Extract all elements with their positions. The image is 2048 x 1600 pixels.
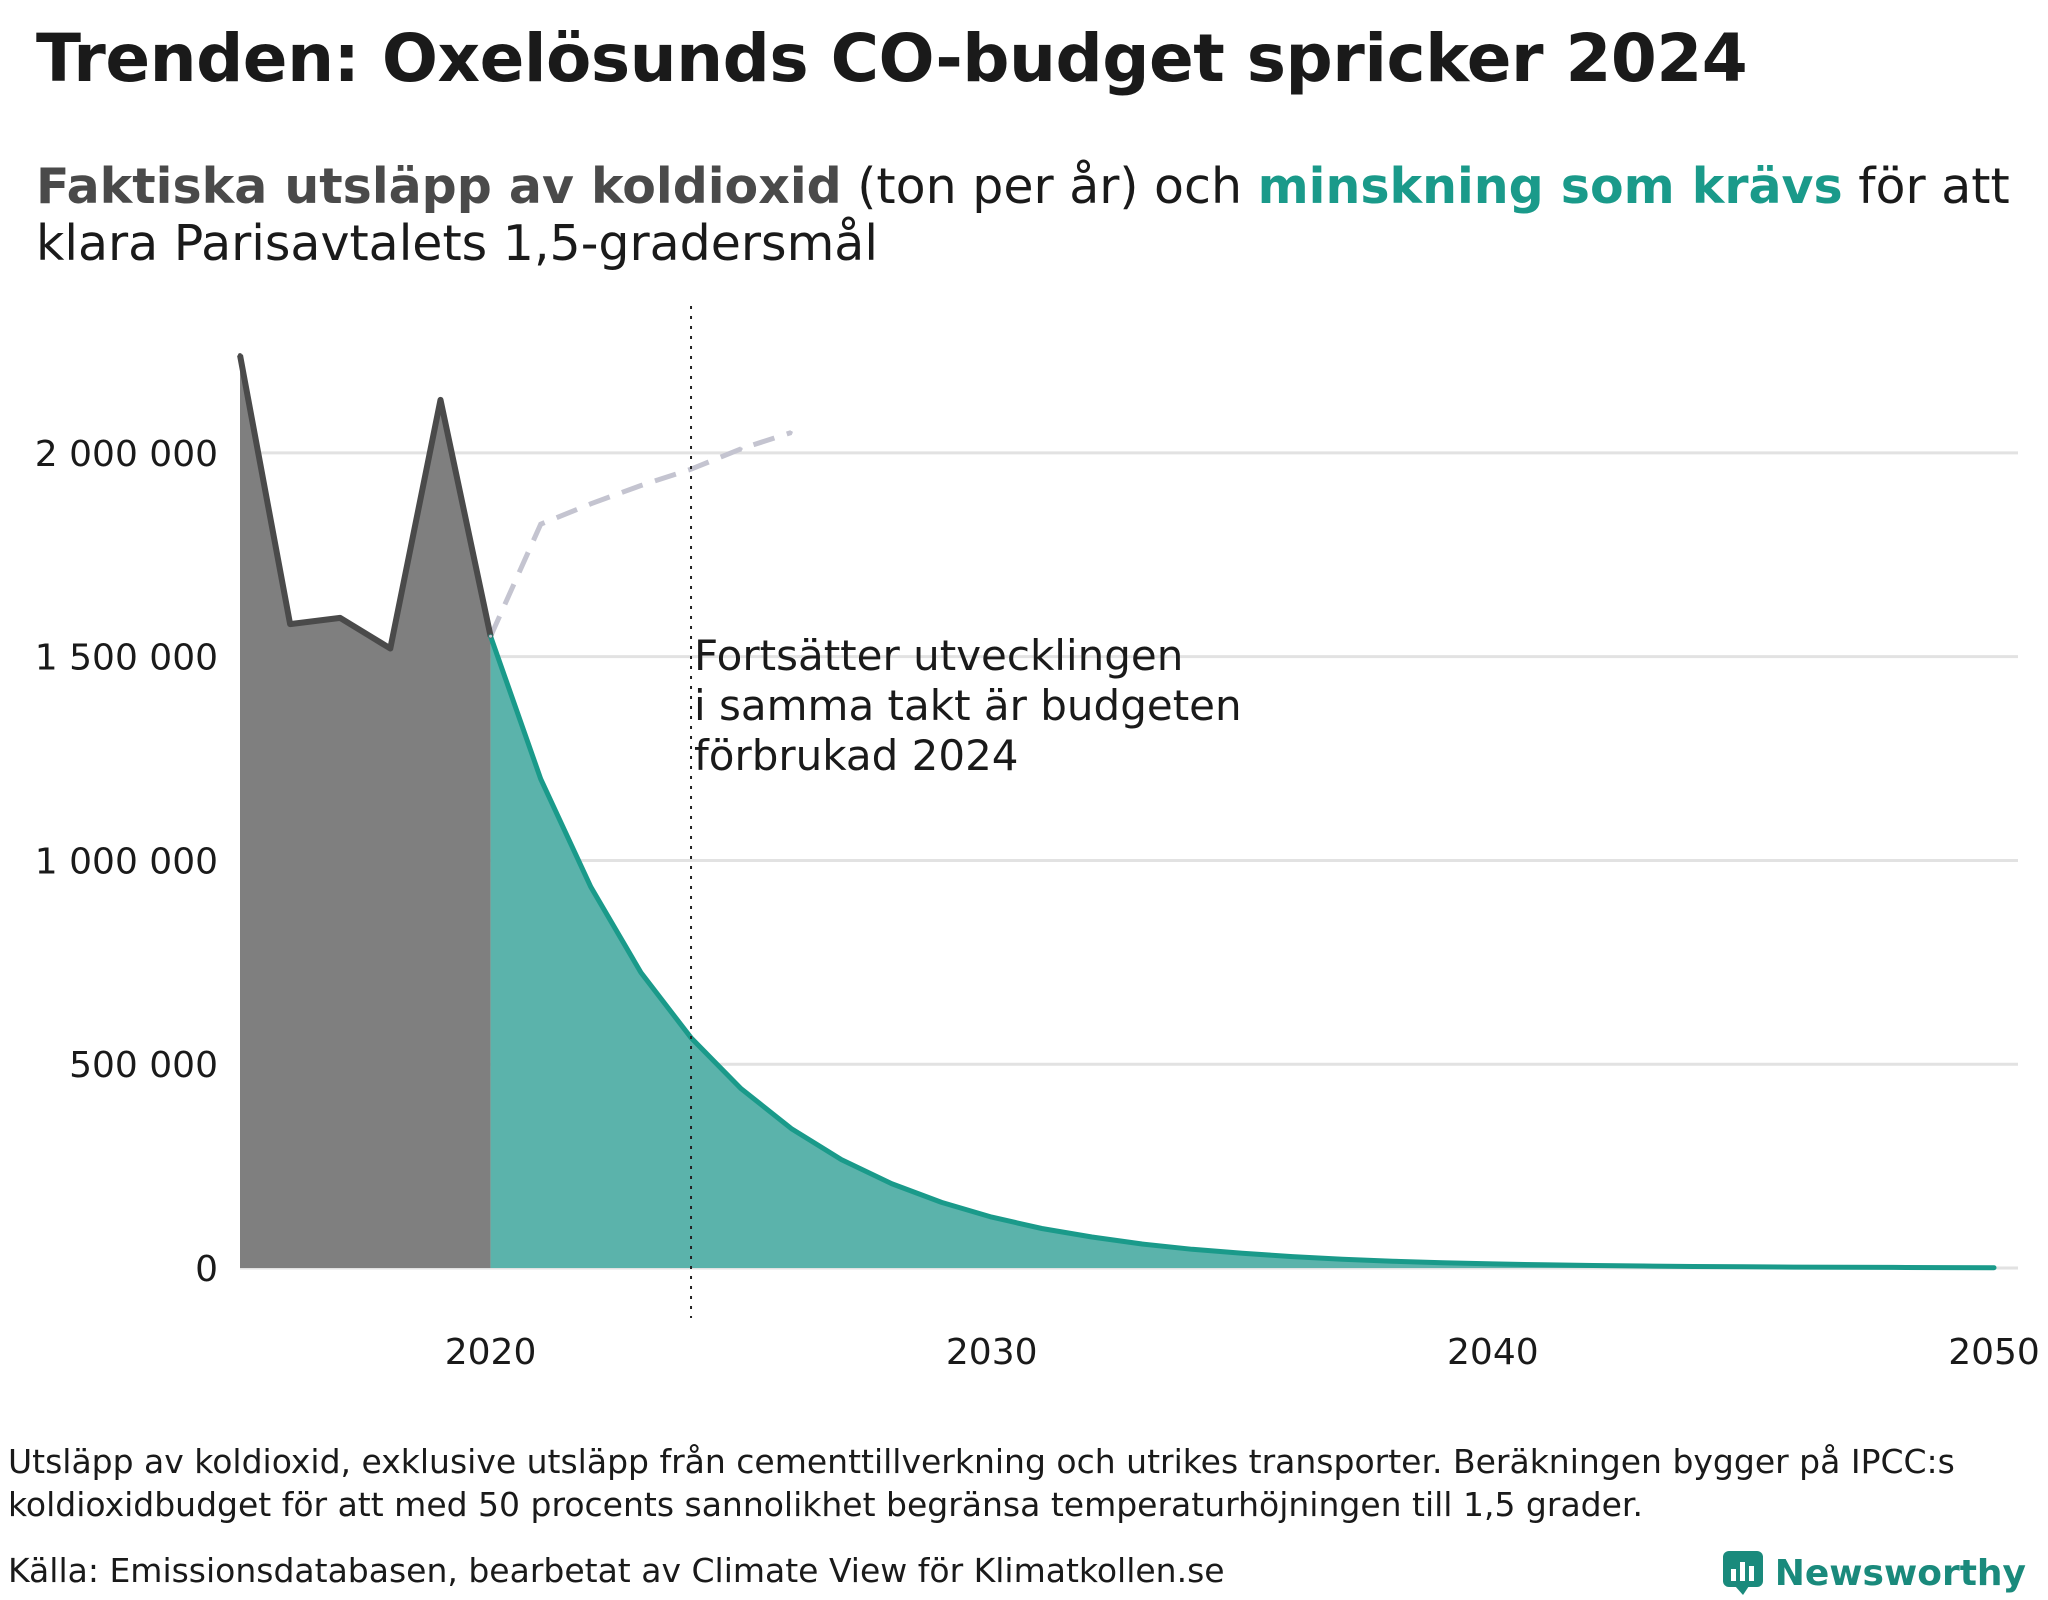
required-reduction-point: [1892, 1265, 1896, 1269]
newsworthy-icon: [1722, 1551, 1763, 1595]
source-text: Källa: Emissionsdatabasen, bearbetat av …: [8, 1551, 1225, 1590]
x-tick-label: 2020: [445, 1332, 537, 1373]
trend-projection-point: [539, 522, 543, 526]
annotation-text: Fortsätter utvecklingen: [694, 631, 1183, 680]
y-tick-label: 500 000: [69, 1045, 218, 1086]
required-reduction-point: [1090, 1235, 1094, 1239]
footnote: Utsläpp av koldioxid, exklusive utsläpp …: [8, 1442, 1955, 1524]
emissions-chart: 0 500 000 1 000 000 1 500 000 2 000 000 2020…: [35, 306, 2040, 1373]
trend-projection-point: [589, 502, 593, 506]
legend-actual-label: Faktiska utsläpp av koldioxid: [36, 158, 842, 215]
trend-projection-point: [489, 634, 493, 638]
required-reduction-point: [1441, 1261, 1445, 1265]
required-reduction-point: [1040, 1226, 1044, 1230]
x-tick-label: 2030: [946, 1332, 1038, 1373]
y-tick-label: 1 500 000: [35, 638, 218, 679]
actual-emissions-line: [237, 354, 494, 652]
required-reduction-point: [1541, 1263, 1545, 1267]
y-tick-label: 0: [195, 1249, 218, 1290]
required-reduction-point: [1341, 1257, 1345, 1261]
brand-name: Newsworthy: [1774, 1552, 2026, 1594]
required-reduction-point: [789, 1127, 793, 1131]
y-tick-label: 1 000 000: [35, 841, 218, 882]
required-reduction-point: [1992, 1266, 1996, 1270]
required-reduction-point: [589, 885, 593, 889]
required-reduction-point: [639, 971, 643, 975]
required-reduction-point: [1190, 1247, 1194, 1251]
required-reduction-point: [539, 777, 543, 781]
y-tick-label: 2 000 000: [35, 434, 218, 475]
trend-projection-point: [639, 483, 643, 487]
required-reduction-point: [1240, 1251, 1244, 1255]
x-axis: 2020 2030 2040 2050: [445, 1332, 2040, 1373]
required-reduction-point: [839, 1158, 843, 1162]
actual-emissions-point: [438, 397, 443, 402]
required-reduction-point: [739, 1087, 743, 1091]
required-reduction-point: [1942, 1266, 1946, 1270]
annotation-text: i samma takt är budgeten: [694, 681, 1242, 730]
actual-emissions-point: [238, 353, 242, 358]
chart-title: Trenden: Oxelösunds CO-budget spricker 2…: [36, 20, 1748, 97]
actual-emissions-point: [288, 622, 293, 627]
trend-projection-point: [739, 447, 743, 451]
legend-required-label: minskning som krävs: [1257, 158, 1843, 215]
x-tick-label: 2050: [1948, 1332, 2040, 1373]
required-reduction-point: [1591, 1264, 1595, 1268]
required-reduction-point: [1792, 1265, 1796, 1269]
trend-projection-line: [488, 430, 793, 638]
chart-subtitle: Faktiska utsläpp av koldioxid (ton per å…: [36, 158, 2026, 272]
annotation-text: förbrukad 2024: [694, 731, 1019, 780]
x-tick-label: 2040: [1447, 1332, 1539, 1373]
required-reduction-point: [889, 1182, 893, 1186]
series-group: [237, 353, 1997, 1271]
required-reduction-point: [1391, 1259, 1395, 1263]
actual-emissions-point: [388, 646, 393, 651]
subtitle-rest: för att klara Parisavtalets 1,5-gradersm…: [36, 158, 2010, 272]
required-reduction-point: [1140, 1242, 1144, 1246]
required-reduction-point: [1741, 1265, 1745, 1269]
required-reduction-point: [1842, 1265, 1846, 1269]
required-reduction-point: [990, 1215, 994, 1219]
actual-emissions-point: [338, 615, 343, 620]
required-reduction-point: [1641, 1264, 1645, 1268]
brand-logo: Newsworthy: [1721, 1549, 2026, 1597]
required-reduction-point: [1491, 1262, 1495, 1266]
required-reduction-point: [1290, 1255, 1294, 1259]
required-reduction-point: [940, 1200, 944, 1204]
required-reduction-point: [1691, 1264, 1695, 1268]
subtitle-unit-text: (ton per år) och: [841, 158, 1258, 215]
actual-emissions-area: [240, 355, 491, 1269]
trend-projection-point: [789, 431, 793, 435]
required-reduction-area: [490, 636, 1995, 1268]
y-axis: 0 500 000 1 000 000 1 500 000 2 000 000: [35, 434, 218, 1290]
